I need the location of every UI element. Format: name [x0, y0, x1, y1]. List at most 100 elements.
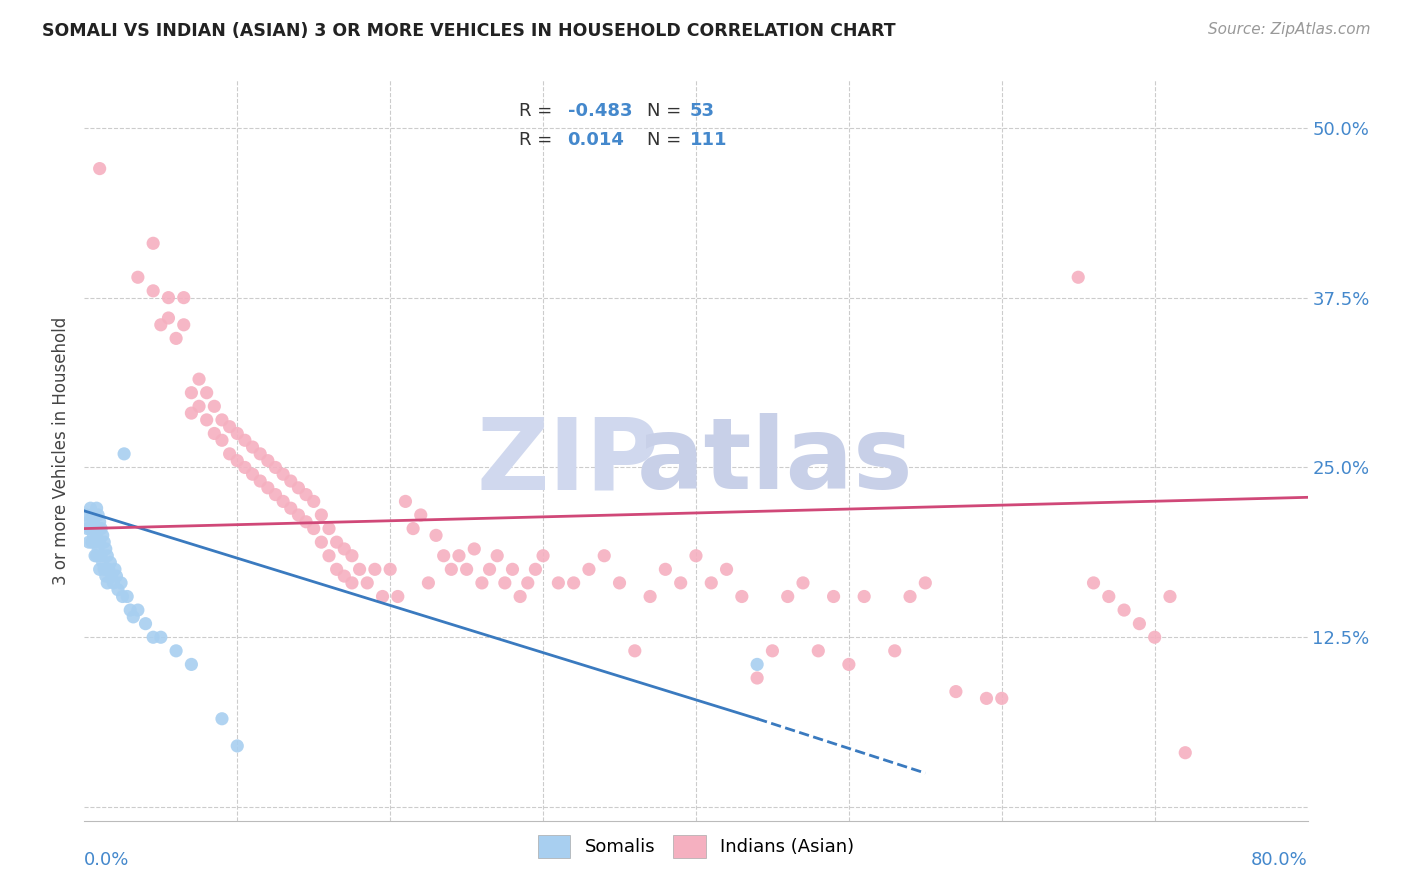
Point: [86, 528, 108, 542]
Point: [463, 541, 485, 556]
Point: [211, 712, 233, 726]
Point: [1159, 590, 1181, 604]
Point: [295, 487, 318, 501]
Point: [120, 603, 142, 617]
Point: [685, 549, 707, 563]
Point: [94, 569, 117, 583]
Point: [838, 657, 860, 672]
Point: [101, 569, 124, 583]
Point: [1114, 603, 1136, 617]
Point: [211, 434, 233, 448]
Point: [142, 630, 165, 644]
Point: [115, 590, 138, 604]
Point: [180, 385, 202, 400]
Point: [93, 535, 115, 549]
Point: [318, 549, 340, 563]
Point: [84, 549, 107, 563]
Point: [333, 569, 356, 583]
Point: [991, 691, 1014, 706]
Point: [562, 575, 585, 590]
Text: 111: 111: [690, 130, 727, 148]
Point: [340, 575, 363, 590]
Point: [624, 644, 647, 658]
Point: [1174, 746, 1197, 760]
Point: [202, 400, 225, 414]
Point: [609, 575, 631, 590]
Point: [669, 575, 692, 590]
Point: [105, 569, 128, 583]
Point: [280, 501, 302, 516]
Point: [110, 575, 132, 590]
Point: [716, 562, 738, 576]
Point: [1098, 590, 1121, 604]
Point: [295, 515, 318, 529]
Point: [165, 331, 187, 345]
Point: [593, 549, 616, 563]
Point: [654, 562, 676, 576]
Point: [226, 739, 249, 753]
Text: Source: ZipAtlas.com: Source: ZipAtlas.com: [1208, 22, 1371, 37]
Point: [287, 508, 309, 522]
Point: [433, 549, 456, 563]
Point: [333, 541, 356, 556]
Point: [402, 522, 425, 536]
Point: [380, 562, 402, 576]
Point: [976, 691, 998, 706]
Point: [547, 575, 569, 590]
Point: [853, 590, 876, 604]
Point: [107, 582, 129, 597]
Point: [127, 603, 149, 617]
Point: [242, 467, 264, 482]
Point: [1067, 270, 1090, 285]
Point: [149, 318, 172, 332]
Point: [440, 562, 463, 576]
Point: [112, 447, 135, 461]
Point: [280, 474, 302, 488]
Point: [502, 562, 524, 576]
Point: [135, 616, 157, 631]
Point: [80, 535, 103, 549]
Point: [75, 508, 97, 522]
Point: [807, 644, 830, 658]
Point: [84, 535, 107, 549]
Point: [311, 508, 333, 522]
Point: [180, 657, 202, 672]
Point: [486, 549, 509, 563]
Point: [79, 501, 101, 516]
Point: [96, 549, 118, 563]
Point: [180, 406, 202, 420]
Point: [89, 562, 111, 576]
Point: [387, 590, 409, 604]
Point: [195, 413, 218, 427]
Point: [142, 236, 165, 251]
Point: [122, 610, 145, 624]
Point: [325, 535, 347, 549]
Point: [195, 385, 218, 400]
Point: [311, 535, 333, 549]
Point: [257, 453, 280, 467]
Point: [83, 515, 105, 529]
Point: [96, 575, 118, 590]
Point: [418, 575, 440, 590]
Legend: Somalis, Indians (Asian): Somalis, Indians (Asian): [529, 826, 863, 867]
Point: [242, 440, 264, 454]
Point: [249, 474, 271, 488]
Point: [226, 453, 249, 467]
Point: [264, 460, 287, 475]
Point: [302, 522, 325, 536]
Point: [111, 590, 134, 604]
Point: [94, 541, 117, 556]
Point: [83, 528, 105, 542]
Text: R =: R =: [519, 103, 551, 120]
Point: [478, 562, 501, 576]
Point: [233, 460, 256, 475]
Point: [84, 508, 107, 522]
Point: [761, 644, 783, 658]
Text: atlas: atlas: [637, 413, 914, 510]
Text: SOMALI VS INDIAN (ASIAN) 3 OR MORE VEHICLES IN HOUSEHOLD CORRELATION CHART: SOMALI VS INDIAN (ASIAN) 3 OR MORE VEHIC…: [42, 22, 896, 40]
Point: [340, 549, 363, 563]
Point: [1143, 630, 1166, 644]
Point: [233, 434, 256, 448]
Point: [447, 549, 470, 563]
Point: [90, 522, 112, 536]
